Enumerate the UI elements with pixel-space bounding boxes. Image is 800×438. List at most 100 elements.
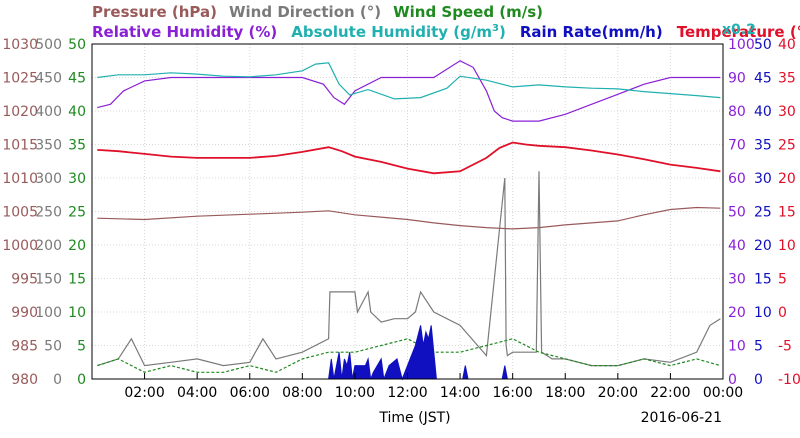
left-axis-tick-label: 20 xyxy=(68,238,86,254)
right-axis-tick-label: 60 xyxy=(728,171,746,187)
left-axis-tick-label: 450 xyxy=(35,71,62,87)
x-tick-label: 00:00 xyxy=(703,385,743,401)
title-superscript: 3 xyxy=(492,23,499,34)
right-axis-tick-label: 15 xyxy=(754,272,772,288)
left-axis-tick-label: 15 xyxy=(68,272,86,288)
x-tick-label: 22:00 xyxy=(650,385,690,401)
right-axis-tick-label: 90 xyxy=(728,71,746,87)
right-axis-tick-label: 100 xyxy=(728,37,755,53)
x-tick-label: 16:00 xyxy=(492,385,532,401)
left-axis-tick-label: 0 xyxy=(77,372,86,388)
right-axis-tick-label: 35 xyxy=(778,71,796,87)
title-close: ) xyxy=(499,23,506,41)
series-title: Absolute Humidity (g/m3) xyxy=(291,23,506,41)
right-axis-tick-label: 10 xyxy=(778,238,796,254)
right-axis-tick-label: 25 xyxy=(778,138,796,154)
axes-layer: 1030102510201015101010051000995990985980… xyxy=(2,37,800,401)
x-tick-label: 04:00 xyxy=(177,385,217,401)
right-axis-tick-label: 35 xyxy=(754,138,772,154)
left-axis-tick-label: 40 xyxy=(68,104,86,120)
right-axis-tick-label: 70 xyxy=(728,138,746,154)
series-line xyxy=(97,60,721,122)
right-axis-tick-label: 10 xyxy=(754,305,772,321)
x-tick-label: 10:00 xyxy=(335,385,375,401)
right-axis-tick-label: 20 xyxy=(778,171,796,187)
date-label: 2016-06-21 xyxy=(641,410,722,426)
series-line xyxy=(97,206,721,230)
x-tick-label: 08:00 xyxy=(282,385,322,401)
left-axis-tick-label: 50 xyxy=(68,37,86,53)
right-axis-tick-label: 10 xyxy=(728,339,746,355)
series-line xyxy=(97,338,721,373)
left-axis-tick-label: 500 xyxy=(35,37,62,53)
left-axis-tick-label: 400 xyxy=(35,104,62,120)
left-axis-tick-label: 1030 xyxy=(2,37,38,53)
left-axis-tick-label: 1005 xyxy=(2,205,38,221)
left-axis-tick-label: 1020 xyxy=(2,104,38,120)
x-axis-label: Time (JST) xyxy=(378,410,450,426)
series-line xyxy=(97,62,721,100)
left-axis-tick-label: 300 xyxy=(35,171,62,187)
left-axis-tick-label: 45 xyxy=(68,71,86,87)
left-axis-tick-label: 1015 xyxy=(2,138,38,154)
title-layer: Pressure (hPa) Wind Direction (°) Wind Spe… xyxy=(92,3,800,41)
left-axis-tick-label: 200 xyxy=(35,238,62,254)
right-axis-tick-label: 15 xyxy=(778,205,796,221)
series-title: Wind Speed (m/s) xyxy=(393,3,543,21)
series-title: Relative Humidity (%) xyxy=(92,23,277,41)
right-axis-tick-label: 40 xyxy=(778,37,796,53)
series-title: Wind Direction (°) xyxy=(229,3,381,21)
left-axis-tick-label: 350 xyxy=(35,138,62,154)
right-axis-tick-label: 0 xyxy=(728,372,737,388)
right-axis-tick-label: 25 xyxy=(754,205,772,221)
left-axis-tick-label: 985 xyxy=(11,339,38,355)
x-tick-label: 06:00 xyxy=(230,385,270,401)
left-axis-tick-label: 35 xyxy=(68,138,86,154)
series-line xyxy=(97,171,721,367)
x-tick-label: 18:00 xyxy=(545,385,585,401)
x-tick-label: 20:00 xyxy=(598,385,638,401)
x-tick-label: 14:00 xyxy=(440,385,480,401)
series-title: Rain Rate(mm/h) xyxy=(520,23,663,41)
right-axis-tick-label: 40 xyxy=(754,104,772,120)
series-title: Pressure (hPa) xyxy=(92,3,217,21)
right-axis-tick-label: 5 xyxy=(754,339,763,355)
right-axis-tick-label: 5 xyxy=(778,272,787,288)
series-title: Temperature (°C) xyxy=(677,23,800,41)
left-axis-tick-label: 50 xyxy=(44,339,62,355)
right-axis-tick-label: 0 xyxy=(754,372,763,388)
right-axis-tick-label: -10 xyxy=(778,372,800,388)
left-axis-tick-label: 0 xyxy=(53,372,62,388)
right-axis-tick-label: 50 xyxy=(754,37,772,53)
right-axis-tick-label: 40 xyxy=(728,238,746,254)
left-axis-tick-label: 1010 xyxy=(2,171,38,187)
left-axis-tick-label: 980 xyxy=(11,372,38,388)
series-line xyxy=(97,141,721,175)
right-axis-tick-label: 0 xyxy=(778,305,787,321)
left-axis-tick-label: 1000 xyxy=(2,238,38,254)
right-axis-tick-label: 30 xyxy=(728,272,746,288)
right-axis-tick-label: -5 xyxy=(778,339,792,355)
left-axis-tick-label: 1025 xyxy=(2,71,38,87)
left-axis-tick-label: 10 xyxy=(68,305,86,321)
left-axis-tick-label: 995 xyxy=(11,272,38,288)
right-axis-tick-label: 80 xyxy=(728,104,746,120)
left-axis-tick-label: 100 xyxy=(35,305,62,321)
left-axis-tick-label: 25 xyxy=(68,205,86,221)
right-axis-tick-label: 20 xyxy=(728,305,746,321)
x-tick-label: 12:00 xyxy=(387,385,427,401)
left-axis-tick-label: 30 xyxy=(68,171,86,187)
left-axis-tick-label: 5 xyxy=(77,339,86,355)
left-axis-tick-label: 250 xyxy=(35,205,62,221)
multiplier-label: x0.2 xyxy=(722,22,756,38)
right-axis-tick-label: 30 xyxy=(754,171,772,187)
left-axis-tick-label: 150 xyxy=(35,272,62,288)
x-tick-label: 02:00 xyxy=(124,385,164,401)
right-axis-tick-label: 45 xyxy=(754,71,772,87)
right-axis-tick-label: 30 xyxy=(778,104,796,120)
left-axis-tick-label: 990 xyxy=(11,305,38,321)
right-axis-tick-label: 50 xyxy=(728,205,746,221)
right-axis-tick-label: 20 xyxy=(754,238,772,254)
